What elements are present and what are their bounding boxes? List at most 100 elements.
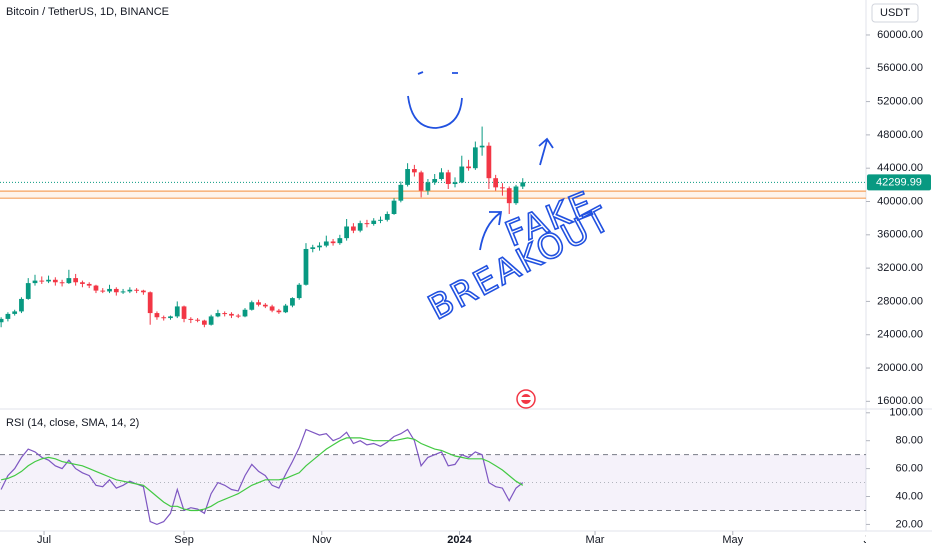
candle-body: [256, 302, 261, 305]
candle-body: [276, 310, 282, 313]
rsi-line: [0, 428, 524, 526]
candle-body: [500, 187, 505, 189]
candle-body: [310, 247, 316, 249]
x-tick-label: Sep: [174, 534, 194, 546]
y-tick-label: 20.00: [895, 518, 923, 530]
smile: [407, 95, 463, 129]
y-tick-label: 36000.00: [877, 229, 923, 241]
candle-body: [215, 313, 221, 317]
candle-body: [154, 313, 160, 318]
last-price-label: 42299.99: [876, 176, 922, 188]
currency[interactable]: USDT: [880, 7, 910, 19]
y-tick-label: 48000.00: [877, 129, 923, 141]
y-tick-label: 24000.00: [877, 329, 923, 341]
candle-body: [134, 289, 139, 291]
candle-body: [405, 169, 410, 185]
candle-body: [100, 290, 106, 292]
candle-body: [32, 280, 38, 284]
candle-body: [5, 313, 11, 319]
candle-body: [283, 305, 289, 313]
candle-body: [317, 245, 322, 248]
candle-body: [452, 182, 458, 185]
candle-body: [235, 315, 241, 317]
candle-body: [323, 241, 329, 246]
candle-body: [25, 283, 31, 299]
candle-body: [269, 306, 275, 311]
candle-body: [513, 186, 519, 204]
y-tick-label: 60.00: [895, 463, 923, 475]
last-price-box: [867, 174, 931, 191]
candle-body: [46, 279, 51, 282]
candle-body: [201, 320, 207, 325]
x-tick-label: Jul: [37, 534, 51, 546]
candle-body: [391, 200, 397, 214]
time-axis: Jul Sep Nov 2024 Mar May Jul: [37, 531, 877, 546]
x-tick-label: Jul: [863, 534, 877, 546]
y-tick-label: 44000.00: [877, 162, 923, 174]
candle-body: [107, 288, 112, 292]
candle-body: [398, 184, 404, 201]
candle-body: [432, 179, 438, 183]
candle-body: [425, 182, 431, 191]
candle-body: [120, 291, 126, 293]
candle-body: [351, 226, 356, 231]
rsi-line: [0, 437, 524, 512]
candle-body: [445, 172, 451, 185]
candle-body: [147, 292, 153, 314]
support-zone: [0, 191, 866, 199]
price-pane: [0, 126, 866, 328]
candle-body: [188, 318, 194, 320]
candle-body: [66, 278, 72, 284]
candle-body: [127, 289, 133, 292]
candle-body: [0, 318, 4, 323]
rsi-pane: [0, 428, 866, 526]
candle-body: [411, 169, 417, 173]
candle-body: [479, 145, 485, 148]
candle-body: [242, 309, 248, 317]
candle-body: [384, 213, 390, 220]
x-tick-label: Mar: [586, 534, 605, 546]
candle-body: [59, 282, 65, 284]
y-tick-label: 100.00: [889, 407, 923, 419]
currency-box[interactable]: [871, 3, 919, 23]
candle-body: [12, 311, 18, 314]
candle-body: [181, 306, 187, 319]
pointer-arrow: [479, 211, 503, 251]
candle-body: [222, 313, 228, 315]
candle-body: [208, 316, 214, 325]
candle-body: [52, 279, 58, 283]
candle-body: [93, 285, 99, 291]
candle-body: [290, 298, 295, 306]
y-tick-label: 52000.00: [877, 95, 923, 107]
x-tick-label: 2024: [447, 534, 472, 546]
candle-body: [466, 166, 471, 169]
y-tick-label: 28000.00: [877, 295, 923, 307]
candle-body: [459, 166, 465, 183]
y-tick-label: 40000.00: [877, 195, 923, 207]
candle-body: [113, 288, 119, 293]
candle-body: [378, 219, 383, 221]
up-arrow: [538, 137, 554, 166]
flag-icon: [516, 389, 536, 409]
candle-body: [472, 147, 478, 169]
candle-body: [337, 238, 343, 244]
candle-body: [80, 282, 85, 284]
candle-body: [161, 317, 167, 319]
candle-body: [195, 319, 200, 321]
x-tick-label: Nov: [312, 534, 332, 546]
y-tick-label: 80.00: [895, 435, 923, 447]
candle-body: [371, 220, 377, 224]
candle-body: [141, 290, 146, 293]
candle-body: [493, 178, 499, 188]
candle-body: [86, 283, 92, 286]
candle-body: [19, 298, 24, 312]
candle-body: [39, 280, 45, 282]
chart-title: Bitcoin / TetherUS, 1D, BINANCE: [6, 6, 169, 18]
y-tick-label: 56000.00: [877, 62, 923, 74]
y-tick-label: 32000.00: [877, 262, 923, 274]
candle-body: [73, 278, 79, 283]
candle-body: [174, 306, 180, 317]
candle-body: [520, 182, 526, 187]
